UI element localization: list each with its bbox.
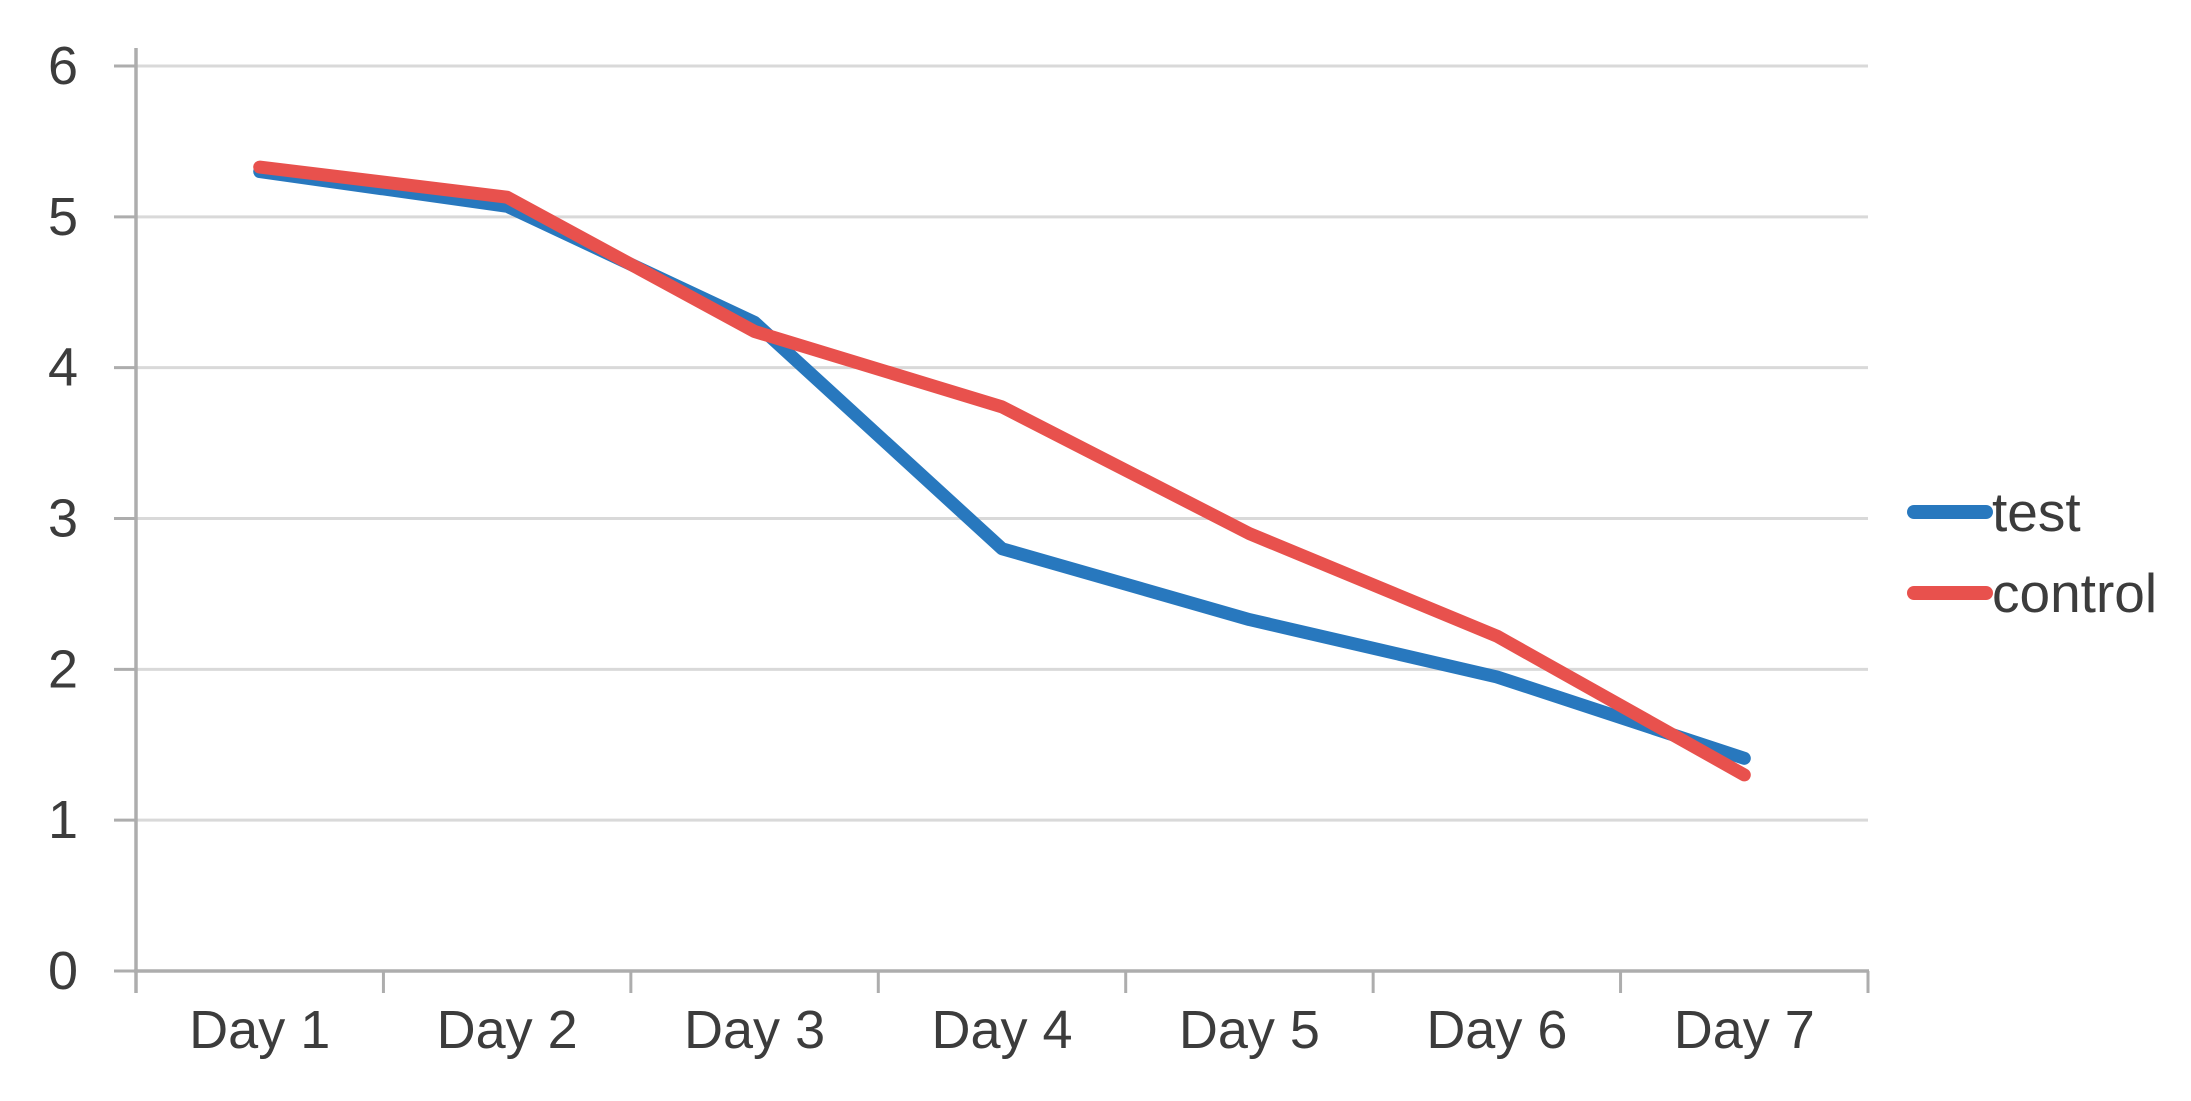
- y-axis-tick-label: 6: [48, 36, 78, 96]
- y-axis-tick-label: 5: [48, 187, 78, 247]
- legend-item-test: test: [1907, 481, 2081, 543]
- legend-item-control: control: [1907, 562, 2157, 624]
- y-axis-tick-label: 3: [48, 489, 78, 549]
- legend-label-test: test: [1992, 481, 2081, 543]
- x-axis-tick-label: Day 2: [437, 1000, 578, 1060]
- x-axis-tick-label: Day 6: [1426, 1000, 1567, 1060]
- y-axis-labels: 6 5 4 3 2 1 0: [48, 36, 78, 1001]
- y-axis-tick-label: 2: [48, 639, 78, 699]
- gridlines: [136, 64, 1868, 822]
- x-axis-labels: Day 1 Day 2 Day 3 Day 4 Day 5 Day 6 Day 7: [189, 1000, 1815, 1060]
- y-axis-tick-label: 1: [48, 790, 78, 850]
- legend-label-control: control: [1992, 562, 2157, 624]
- x-axis-tick-label: Day 5: [1179, 1000, 1320, 1060]
- x-axis-tick-label: Day 1: [189, 1000, 330, 1060]
- series-line-test: [253, 165, 1751, 765]
- x-axis-tick-label: Day 3: [684, 1000, 825, 1060]
- x-axis-tick-label: Day 7: [1674, 1000, 1815, 1060]
- legend: test control: [1907, 481, 2157, 624]
- x-axis-tick-label: Day 4: [931, 1000, 1072, 1060]
- y-axis-tick-label: 4: [48, 338, 78, 398]
- tick-marks: [114, 64, 1870, 993]
- series-line-control: [253, 160, 1751, 782]
- y-axis-tick-label: 0: [48, 941, 78, 1001]
- axes: [134, 48, 1869, 993]
